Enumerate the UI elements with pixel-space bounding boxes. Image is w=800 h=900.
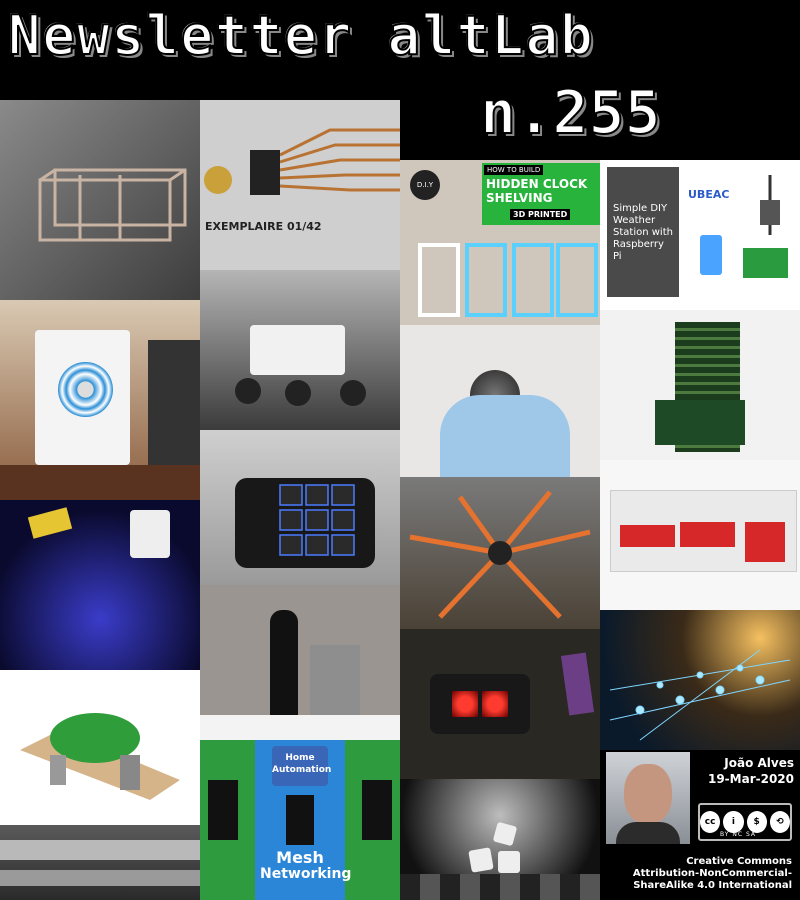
mesh-networking-tile[interactable]: Home Automation Mesh Networking	[200, 740, 400, 900]
mesh-text: Mesh	[276, 848, 324, 867]
sensor-board	[680, 522, 735, 547]
clock-digits	[418, 243, 598, 317]
author-name: João Alves	[724, 756, 794, 770]
led-table-tile[interactable]	[0, 500, 200, 670]
card-icon	[27, 507, 73, 539]
breadboard-tile[interactable]	[600, 460, 800, 610]
wheel	[285, 380, 311, 406]
diy-badge: D.I.Y	[410, 170, 440, 200]
license-text: Creative Commons Attribution-NonCommerci…	[600, 856, 792, 892]
info-icon: i	[723, 811, 744, 833]
sharealike-icon: ⟲	[769, 811, 790, 833]
keypad-board	[745, 522, 785, 562]
weather-station-tile[interactable]: Simple DIY Weather Station with Raspberr…	[600, 160, 800, 310]
clock-title-box: HOW TO BUILD HIDDEN CLOCK SHELVING 3D PR…	[482, 163, 600, 225]
speaker-icon	[148, 340, 200, 470]
automation-text: Automation	[272, 765, 332, 775]
license-line-2: Attribution-NonCommercial-	[632, 868, 792, 879]
license-line-1: Creative Commons	[686, 856, 792, 867]
pcb-traces	[204, 128, 400, 195]
noncommercial-icon: $	[746, 811, 767, 833]
sink	[200, 715, 400, 740]
3d-printed-text: 3D PRINTED	[510, 209, 571, 220]
weather-caption: Simple DIY Weather Station with Raspberr…	[607, 167, 679, 297]
macropad-tile[interactable]	[200, 430, 400, 585]
pipe	[0, 840, 200, 860]
chessboard	[400, 874, 600, 900]
cc-icon: cc	[700, 811, 721, 833]
crystal-icon	[560, 652, 595, 716]
base-board	[655, 400, 745, 445]
cc-license-badge[interactable]: cc i $ ⟲ BY NC SA	[698, 803, 792, 841]
hexapod-tile[interactable]	[400, 477, 600, 629]
dice-icon	[468, 847, 494, 873]
mask	[430, 674, 530, 734]
microcontroller-icon	[620, 525, 675, 547]
pipe	[0, 870, 200, 886]
author-photo	[606, 752, 690, 844]
mixer-cad-tile[interactable]	[0, 670, 200, 825]
author-block: João Alves 19-Mar-2020	[690, 755, 794, 787]
stacked-boards-tile[interactable]	[600, 310, 800, 460]
3d-lattice-tile[interactable]	[400, 325, 600, 477]
board-icon	[286, 795, 314, 845]
newsletter-title: Newsletter altLab	[7, 3, 595, 68]
led-matrix	[482, 691, 508, 717]
mug-icon	[130, 510, 170, 558]
board-icon	[362, 780, 392, 840]
home-text: Home	[285, 753, 315, 763]
rover-body	[250, 325, 345, 375]
home-automation-label: Home Automation	[272, 746, 332, 786]
wheel	[235, 378, 261, 404]
soap-dispenser-tile[interactable]	[200, 585, 400, 740]
networking-text: Networking	[260, 866, 352, 882]
shelving-text: SHELVING	[486, 191, 553, 205]
spiral-speaker-tile[interactable]	[0, 300, 200, 500]
dice-icon	[492, 821, 518, 847]
led-mask-tile[interactable]	[400, 629, 600, 779]
dice-icon	[498, 851, 520, 873]
mixer-image	[20, 713, 180, 800]
hexapod-image	[409, 490, 591, 619]
rover-tile[interactable]	[200, 270, 400, 430]
molecule-grid	[609, 649, 791, 741]
face	[624, 764, 672, 824]
license-line-3: ShareAlike 4.0 International	[633, 880, 792, 891]
pcb-caption: EXEMPLAIRE 01/42	[205, 220, 322, 233]
pipes-tile[interactable]	[0, 825, 200, 900]
shirt	[616, 822, 680, 844]
board-icon	[208, 780, 238, 840]
keys	[279, 484, 355, 556]
wheel	[340, 380, 366, 406]
hidden-clock-text: HIDDEN CLOCK	[486, 177, 588, 191]
ubeac-logo: UBEAC	[688, 188, 730, 201]
how-to-build-text: HOW TO BUILD	[484, 165, 544, 175]
issue-number: n.255	[479, 77, 662, 149]
wire-frame-image	[38, 168, 187, 242]
publish-date: 19-Mar-2020	[707, 772, 794, 786]
spiral-icon	[58, 362, 113, 417]
dispenser-icon	[270, 610, 298, 720]
led-matrix	[452, 691, 478, 717]
cc-badge-text: BY NC SA	[720, 831, 756, 838]
weather-station-icon	[700, 175, 788, 278]
glove	[440, 395, 570, 477]
molecule-network-tile[interactable]	[600, 610, 800, 750]
dice-tile[interactable]	[400, 779, 600, 900]
pcb-art-tile[interactable]: EXEMPLAIRE 01/42	[200, 100, 400, 270]
faucet-icon	[310, 645, 360, 725]
wire-frame-tile[interactable]	[0, 100, 200, 300]
clock-shelving-tile[interactable]: D.I.Y HOW TO BUILD HIDDEN CLOCK SHELVING…	[400, 160, 600, 325]
mesh-title: Mesh Networking	[260, 848, 352, 883]
table	[0, 465, 200, 500]
